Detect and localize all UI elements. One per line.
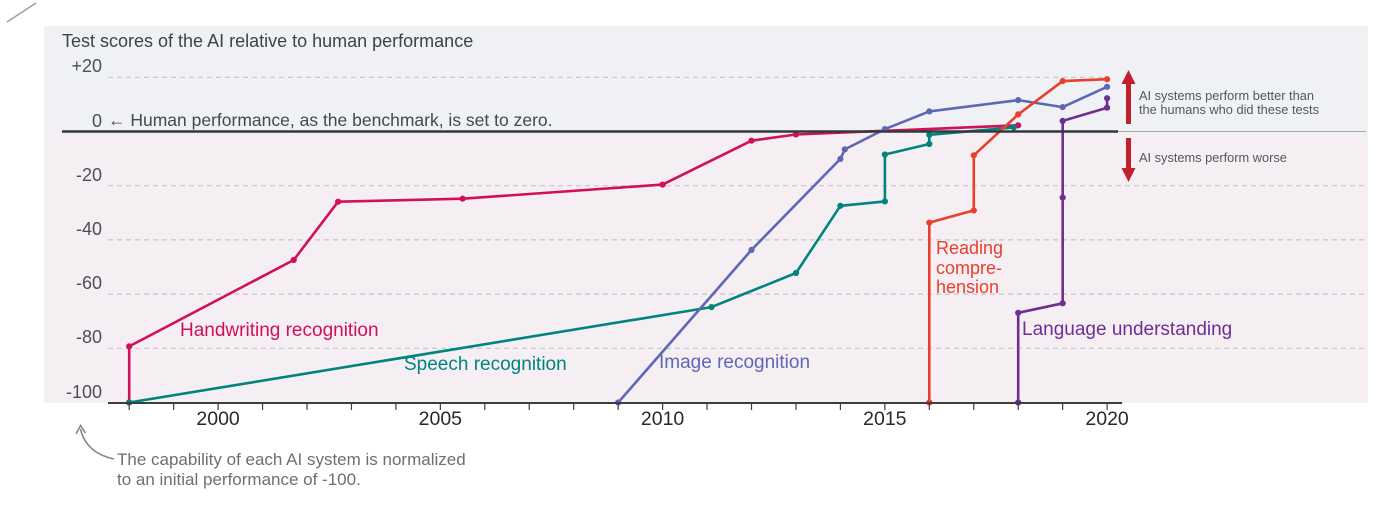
data-point xyxy=(1104,95,1111,102)
note-curved-arrow xyxy=(79,428,115,460)
series-label-speech-recognition-line: Speech recognition xyxy=(404,354,567,375)
y-tick-label-+20: +20 xyxy=(42,56,102,77)
annotation-better-line2: the humans who did these tests xyxy=(1139,101,1319,117)
arrow-up-icon xyxy=(1121,70,1136,124)
data-point xyxy=(926,108,933,115)
data-point xyxy=(1059,104,1066,111)
data-point xyxy=(926,219,933,226)
y-tick-label--60: -60 xyxy=(42,273,102,294)
series-label-handwriting-recognition: Handwriting recognition xyxy=(180,321,379,341)
series-label-reading-comprehension-line: Reading xyxy=(936,238,1004,258)
x-tick-label-2000-line: 2000 xyxy=(196,408,240,430)
data-point xyxy=(1059,117,1066,124)
x-tick-label-2020-line: 2020 xyxy=(1085,408,1129,430)
y-tick-label--100: -100 xyxy=(42,382,102,403)
data-point xyxy=(1059,300,1066,307)
y-tick-label--20-line: -20 xyxy=(75,164,102,185)
series-line-language-understanding xyxy=(1016,96,1109,404)
annotation-better-line1: AI systems perform better than xyxy=(1139,88,1314,103)
data-point xyxy=(708,304,715,311)
annotation-better: AI systems perform better than the human… xyxy=(1139,89,1319,116)
zero-line-annotation: ← Human performance, as the benchmark, i… xyxy=(108,110,553,130)
data-point xyxy=(881,198,889,205)
y-tick-label--80: -80 xyxy=(42,327,102,348)
x-tick-label-2020: 2020 xyxy=(1062,408,1152,431)
series-label-speech-recognition: Speech recognition xyxy=(404,355,567,375)
series-label-language-understanding: Language understanding xyxy=(1022,320,1232,340)
note-arrowhead-icon xyxy=(75,423,87,435)
data-point xyxy=(1010,124,1017,131)
data-point xyxy=(970,207,977,214)
y-tick-label--20: -20 xyxy=(42,165,102,186)
y-tick-label--40-line: -40 xyxy=(75,218,102,239)
data-point xyxy=(926,131,933,138)
x-tick-label-2005: 2005 xyxy=(395,408,485,431)
series-label-image-recognition-line: Image recognition xyxy=(659,352,811,373)
series-line-speech-recognition xyxy=(127,126,1016,404)
data-point xyxy=(970,152,977,159)
data-point xyxy=(459,195,466,202)
normalization-note: The capability of each AI system is norm… xyxy=(117,450,466,489)
y-tick-label--100-line: -100 xyxy=(65,381,102,402)
series-label-reading-comprehension: Reading compre-hension xyxy=(936,238,1004,298)
plot-background-below-zero xyxy=(44,131,1368,403)
x-tick-label-2010: 2010 xyxy=(618,408,708,431)
data-point xyxy=(1015,309,1022,316)
data-point xyxy=(792,269,800,277)
corner-stroke xyxy=(6,2,37,23)
y-tick-label-0: 0 xyxy=(42,111,102,132)
data-point xyxy=(837,155,844,162)
series-label-reading-comprehension-line: compre- xyxy=(936,257,1003,278)
plot-background-above-zero xyxy=(44,26,1368,131)
series-label-language-understanding-line: Language understanding xyxy=(1022,319,1233,340)
data-point xyxy=(748,246,755,253)
data-point xyxy=(881,151,889,158)
data-point xyxy=(926,140,933,148)
y-tick-label--60-line: -60 xyxy=(75,273,102,294)
x-tick-label-2015-line: 2015 xyxy=(863,408,907,430)
x-tick-label-2000: 2000 xyxy=(173,408,263,431)
data-point xyxy=(659,181,666,188)
y-tick-label-+20-line: +20 xyxy=(71,56,102,77)
y-tick-label--40: -40 xyxy=(42,219,102,240)
y-tick-label-0-line: 0 xyxy=(91,110,102,131)
data-point xyxy=(1104,76,1111,83)
series-label-reading-comprehension-line: hension xyxy=(936,277,1000,297)
y-tick-label--80-line: -80 xyxy=(75,327,102,348)
data-point xyxy=(1059,78,1066,85)
x-tick-label-2005-line: 2005 xyxy=(418,408,463,430)
data-point xyxy=(1104,83,1111,90)
x-tick-label-2010-line: 2010 xyxy=(640,408,685,430)
data-point xyxy=(1015,97,1022,104)
data-point xyxy=(841,146,848,153)
x-tick-label-2015: 2015 xyxy=(840,408,930,431)
annotation-worse: AI systems perform worse xyxy=(1139,150,1287,165)
data-point xyxy=(335,198,342,205)
data-point xyxy=(837,202,844,209)
normalization-note-line1: The capability of each AI system is norm… xyxy=(117,450,466,469)
data-point xyxy=(126,343,133,350)
series-label-handwriting-recognition-line: Handwriting recognition xyxy=(180,320,379,341)
data-point xyxy=(1104,104,1111,111)
data-point xyxy=(1059,194,1066,201)
data-point xyxy=(1015,111,1022,118)
arrow-down-icon xyxy=(1121,138,1136,182)
chart-title: Test scores of the AI relative to human … xyxy=(62,31,474,51)
data-point xyxy=(748,137,755,144)
series-label-image-recognition: Image recognition xyxy=(659,353,810,373)
data-point xyxy=(792,131,800,138)
normalization-note-line2: to an initial performance of -100. xyxy=(117,469,361,489)
data-point xyxy=(290,256,297,264)
